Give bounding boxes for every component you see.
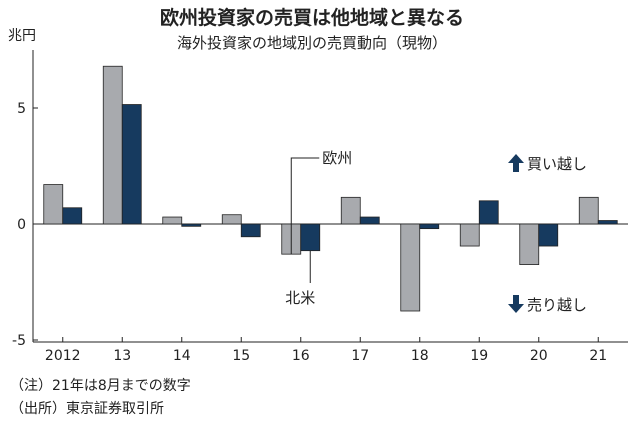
bar-north-america-15: [240, 223, 261, 238]
x-tick-label: 20: [530, 348, 548, 364]
bar-north-america-19: [478, 200, 499, 225]
bar-north-america-13: [121, 104, 142, 225]
bar-north-america-17: [359, 216, 380, 225]
x-tick-label: 18: [411, 348, 429, 364]
bar-north-america-14: [181, 223, 202, 227]
x-tick-label: 16: [292, 348, 310, 364]
note-1: （注）21年は8月までの数字: [10, 378, 191, 394]
arrow-up-icon: [508, 154, 524, 172]
north-america-series-label: 北米: [285, 289, 315, 307]
bar-north-america-16: [300, 223, 321, 252]
bar-north-america-21: [597, 220, 618, 225]
bar-europe-19: [459, 223, 480, 247]
y-tick-label: -5: [12, 333, 26, 349]
buy-label: 買い越し: [527, 155, 587, 173]
buy-annotation: 買い越し: [508, 154, 587, 173]
sell-annotation: 売り越し: [508, 295, 587, 314]
bar-europe-17: [340, 196, 361, 225]
europe-callout-line: [290, 157, 320, 255]
bar-europe-13: [102, 65, 123, 225]
bar-europe-18: [400, 223, 421, 312]
y-axis-label: 兆円: [8, 28, 36, 44]
x-tick-label: 2012: [45, 348, 81, 364]
x-tick-label: 19: [470, 348, 488, 364]
bars: [43, 65, 618, 312]
x-tick-label: 13: [113, 348, 131, 364]
x-tick-labels: 2012 13 14 15 16 17 18 19 20 21: [45, 337, 607, 364]
bar-north-america-18: [419, 223, 440, 230]
bar-europe-15: [221, 214, 242, 225]
x-tick-label: 15: [232, 348, 250, 364]
note-2: （出所）東京証券取引所: [10, 401, 164, 417]
bar-north-america-20: [538, 223, 559, 247]
bar-europe-21: [578, 196, 599, 225]
y-tick-label: 0: [17, 217, 26, 233]
arrow-down-icon: [508, 295, 524, 313]
x-tick-label: 14: [173, 348, 191, 364]
bar-europe-2012: [43, 184, 64, 225]
bar-europe-20: [519, 223, 540, 265]
chart-title: 欧州投資家の売買は他地域と異なる: [160, 6, 464, 29]
sell-label: 売り越し: [527, 296, 587, 314]
y-tick-label: 5: [17, 101, 26, 117]
chart-subtitle: 海外投資家の地域別の売買動向（現物）: [177, 34, 447, 52]
x-tick-label: 21: [589, 348, 607, 364]
europe-series-label: 欧州: [322, 149, 352, 167]
bar-europe-14: [162, 216, 183, 225]
bar-north-america-2012: [62, 207, 83, 225]
y-tick-labels: -5 0 5: [12, 101, 38, 349]
x-tick-label: 17: [351, 348, 369, 364]
